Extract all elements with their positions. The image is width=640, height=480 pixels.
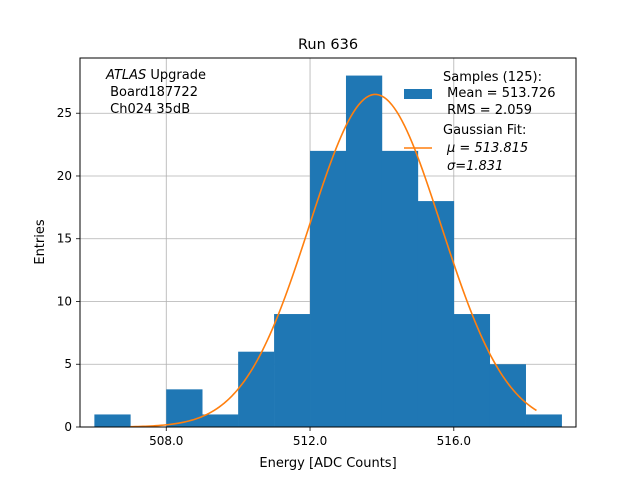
histogram-bar: [166, 389, 203, 427]
y-tick-label: 15: [57, 232, 72, 246]
x-tick-label: 512.0: [293, 434, 327, 448]
legend-samples-title: Samples (125):: [443, 70, 542, 85]
histogram-bar: [94, 414, 131, 427]
annotation-channel: Ch024 35dB: [106, 102, 190, 117]
gaussian-fit-curve: [130, 93, 537, 428]
ticks: 508.0 512.0 516.0 0 5 10 15 20 25: [57, 106, 471, 448]
y-tick-label: 20: [57, 169, 72, 183]
atlas-annotation: ATLAS Upgrade Board187722 Ch024 35dB: [105, 68, 206, 117]
legend-samples-rms: RMS = 2.059: [443, 103, 532, 118]
legend-samples-swatch: [404, 89, 432, 99]
chart-title: Run 636: [298, 37, 358, 53]
x-tick-label: 516.0: [437, 434, 471, 448]
histogram-bar: [274, 314, 311, 427]
annotation-board: Board187722: [106, 85, 198, 100]
histogram-bars: [94, 75, 562, 428]
histogram-bar: [238, 351, 275, 427]
annotation-atlas: ATLAS: [105, 68, 146, 83]
y-tick-label: 25: [57, 106, 72, 120]
legend: Samples (125): Mean = 513.726 RMS = 2.05…: [404, 70, 555, 174]
legend-fit-title: Gaussian Fit:: [443, 123, 526, 138]
y-tick-label: 5: [64, 357, 72, 371]
y-axis-label: Entries: [33, 219, 48, 265]
annotation-upgrade: Upgrade: [146, 68, 206, 83]
legend-fit-mu: μ = 513.815: [446, 141, 528, 156]
y-tick-label: 0: [64, 420, 72, 434]
histogram-bar: [310, 150, 347, 427]
x-tick-label: 508.0: [149, 434, 183, 448]
histogram-bar: [202, 414, 239, 427]
axes-frame: [79, 57, 577, 428]
histogram-bar: [345, 75, 383, 428]
histogram-bar: [381, 150, 419, 427]
fit-layer: [130, 93, 537, 428]
legend-fit-sigma: σ=1.831: [447, 159, 503, 174]
histogram-bar: [453, 314, 491, 427]
annotation-line-1: ATLAS Upgrade: [105, 68, 206, 83]
histogram-bar: [417, 201, 455, 427]
x-axis-label: Energy [ADC Counts]: [259, 456, 396, 471]
legend-samples-mean: Mean = 513.726: [443, 86, 555, 101]
histogram-bar: [489, 364, 526, 427]
histogram-bar: [525, 414, 562, 427]
y-tick-label: 10: [57, 294, 72, 308]
